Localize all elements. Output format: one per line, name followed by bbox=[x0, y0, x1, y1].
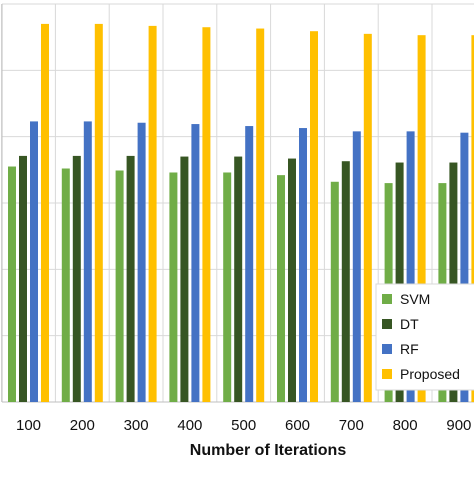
bar-dt-300 bbox=[126, 155, 135, 402]
legend-label-rf: RF bbox=[400, 341, 419, 357]
x-tick-label: 700 bbox=[339, 417, 364, 434]
bar-proposed-400 bbox=[202, 27, 211, 402]
legend-label-proposed: Proposed bbox=[400, 366, 460, 382]
legend: SVM DT RF Proposed bbox=[375, 283, 474, 391]
bar-proposed-700 bbox=[363, 33, 372, 402]
legend-swatch-dt bbox=[382, 319, 392, 329]
bar-proposed-100 bbox=[41, 23, 49, 403]
bar-dt-500 bbox=[234, 156, 243, 402]
bar-proposed-300 bbox=[148, 25, 157, 402]
bar-rf-100 bbox=[30, 121, 38, 402]
legend-swatch-svm bbox=[382, 294, 392, 304]
legend-label-dt: DT bbox=[400, 316, 419, 332]
bar-svm-200 bbox=[61, 168, 70, 402]
x-tick-label: 200 bbox=[70, 417, 95, 434]
bar-rf-900 bbox=[460, 132, 469, 403]
bar-dt-700 bbox=[341, 161, 350, 402]
bar-proposed-500 bbox=[256, 28, 265, 402]
bar-proposed-800 bbox=[417, 35, 426, 402]
bar-rf-200 bbox=[83, 121, 92, 402]
legend-box bbox=[375, 283, 474, 391]
bar-svm-600 bbox=[277, 175, 285, 402]
bar-proposed-200 bbox=[94, 23, 103, 403]
bar-svm-700 bbox=[330, 181, 339, 402]
x-tick-label: 800 bbox=[393, 417, 418, 434]
x-tick-label: 400 bbox=[177, 417, 202, 434]
bar-proposed-600 bbox=[310, 31, 318, 403]
bar-svm-100 bbox=[8, 166, 16, 402]
bar-dt-400 bbox=[180, 156, 189, 402]
x-axis-title: Number of Iterations bbox=[190, 442, 347, 459]
bar-svm-500 bbox=[223, 172, 232, 402]
bar-dt-800 bbox=[395, 162, 404, 402]
bar-svm-300 bbox=[115, 170, 124, 402]
x-tick-label: 300 bbox=[124, 417, 149, 434]
bar-dt-200 bbox=[72, 155, 81, 402]
x-tick-label: 100 bbox=[16, 417, 41, 434]
bar-dt-900 bbox=[449, 162, 458, 402]
bar-svm-400 bbox=[169, 172, 178, 402]
x-tick-label: 500 bbox=[231, 417, 256, 434]
bar-dt-600 bbox=[288, 158, 296, 402]
bar-rf-700 bbox=[352, 131, 361, 403]
bar-rf-600 bbox=[299, 128, 307, 402]
bar-rf-400 bbox=[191, 124, 200, 403]
legend-swatch-rf bbox=[382, 344, 392, 354]
legend-swatch-proposed bbox=[382, 369, 392, 379]
bar-rf-500 bbox=[245, 126, 254, 402]
x-axis-ticks: 100 200 300 400 500 600 700 800 900 bbox=[16, 417, 471, 434]
bar-proposed-900 bbox=[471, 35, 474, 402]
bar-rf-800 bbox=[406, 131, 415, 403]
x-tick-label: 900 bbox=[446, 417, 471, 434]
bar-dt-100 bbox=[19, 155, 27, 402]
legend-label-svm: SVM bbox=[400, 291, 430, 307]
x-tick-label: 600 bbox=[285, 417, 310, 434]
bar-rf-300 bbox=[137, 122, 146, 402]
